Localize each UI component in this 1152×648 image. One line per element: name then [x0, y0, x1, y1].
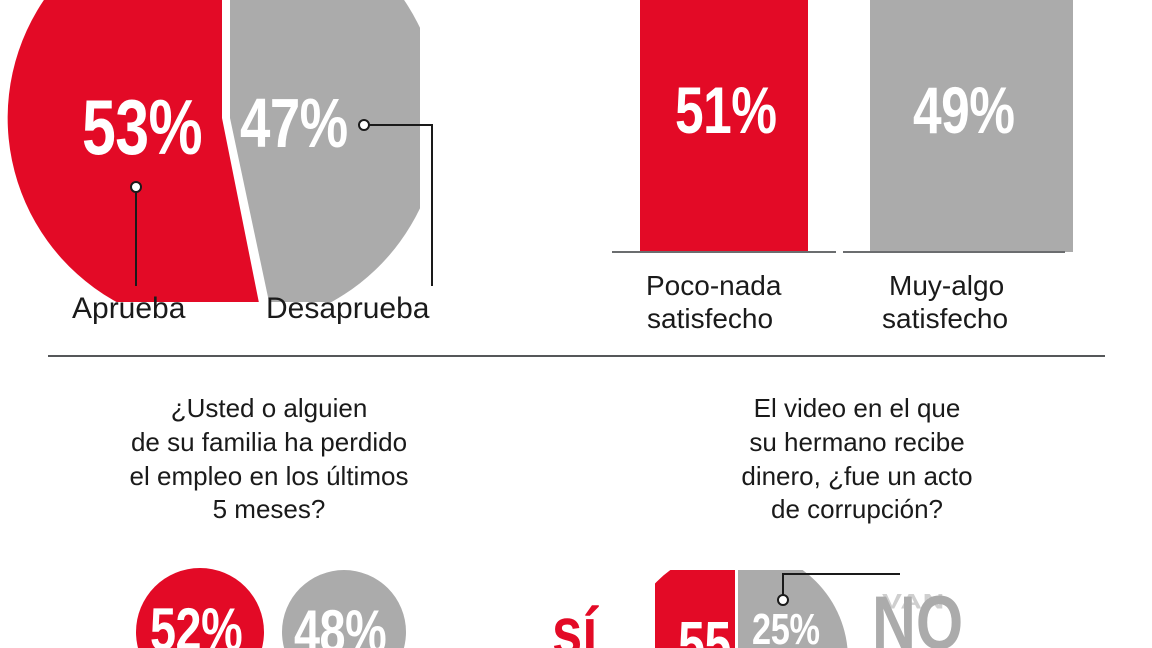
corruption-label-no: NO: [872, 581, 964, 648]
employment-question-line-1: ¿Usted o alguien: [170, 393, 368, 423]
bar-muy-algo[interactable]: [870, 0, 1073, 252]
approval-label-desaprueba: Desaprueba: [266, 292, 430, 325]
approval-value-aprueba: 53%: [82, 83, 203, 171]
pie-slice-aprueba[interactable]: [7, 0, 263, 328]
bar-baseline-right: [843, 251, 1065, 253]
corruption-question-line-1: El video en el que: [753, 393, 961, 423]
corruption-question-block: El video en el que su hermano recibe din…: [640, 392, 1074, 527]
employment-question-line-3: el empleo en los últimos: [129, 460, 409, 491]
leader-line-desaprueba-h: [369, 124, 433, 126]
corruption-slice-si[interactable]: [655, 570, 735, 648]
approval-value-desaprueba: 47%: [240, 84, 348, 162]
corruption-question-line-3: dinero, ¿fue un acto: [741, 460, 973, 491]
approval-label-aprueba: Aprueba: [72, 292, 186, 325]
corruption-label-yes: sí: [552, 594, 598, 648]
bar-value-poco-nada: 51%: [675, 73, 777, 147]
bar-baseline-left: [612, 251, 836, 253]
employment-question-line-4: 5 meses?: [212, 494, 326, 525]
corruption-pie-svg: [655, 570, 848, 648]
employment-value-no: 48%: [294, 598, 387, 648]
employment-question-line-2: de su familia ha perdido: [130, 426, 408, 457]
bar-poco-nada[interactable]: [640, 0, 808, 252]
leader-line-corruption-v: [782, 573, 784, 595]
corruption-slice-no[interactable]: [738, 570, 848, 648]
bar-value-muy-algo: 49%: [913, 73, 1015, 147]
employment-value-yes: 52%: [150, 596, 243, 648]
section-divider: [48, 355, 1105, 357]
approval-pie-svg: [7, 0, 441, 328]
watermark-van: VAN: [882, 589, 945, 614]
corruption-value-no: 25%: [752, 605, 820, 648]
corruption-question-line-2: su hermano recibe: [749, 426, 965, 457]
employment-question-block: ¿Usted o alguien de su familia ha perdid…: [30, 392, 508, 527]
leader-dot-corruption-no: [777, 594, 789, 606]
leader-line-aprueba: [135, 192, 137, 286]
corruption-pie-panel: [655, 570, 875, 648]
corruption-value-yes: 55: [678, 610, 731, 648]
bar-label-poco-nada-line1: Poco-nada: [646, 270, 782, 301]
bar-label-poco-nada-line2: satisfecho: [647, 303, 774, 334]
corruption-question-line-4: de corrupción?: [771, 494, 943, 525]
leader-line-corruption-h: [782, 573, 900, 575]
leader-line-desaprueba-v: [431, 124, 433, 286]
bar-label-muy-algo-line2: satisfecho: [882, 303, 1009, 334]
bar-label-muy-algo-line1: Muy-algo: [889, 270, 1005, 301]
approval-pie-panel: [0, 0, 441, 328]
pie-slice-desaprueba[interactable]: [230, 0, 441, 324]
